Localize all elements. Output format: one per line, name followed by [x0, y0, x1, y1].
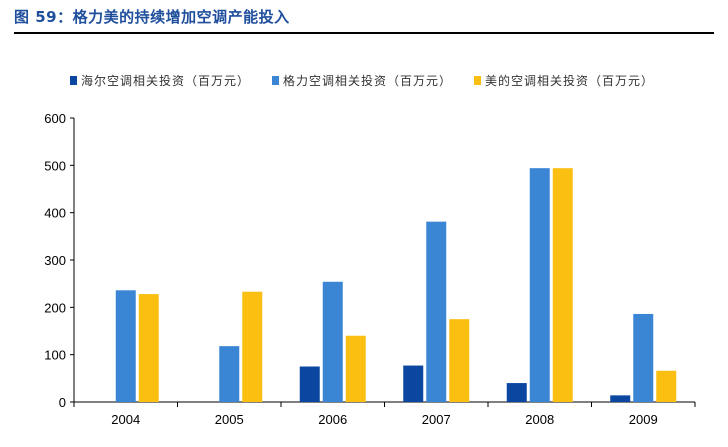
- bar-series-0-2009: [610, 395, 631, 402]
- y-tick-label: 100: [44, 348, 66, 363]
- title-divider: [14, 32, 714, 34]
- bar-series-0-2007: [403, 365, 424, 402]
- legend-swatch-1: [272, 76, 279, 85]
- y-tick-label: 500: [44, 158, 66, 173]
- y-tick-label: 300: [44, 253, 66, 268]
- bar-series-2-2008: [552, 168, 573, 402]
- legend-swatch-0: [70, 76, 77, 85]
- x-axis: 2004 2005 2006 2007 2008 2009: [73, 401, 696, 427]
- x-tick-label: 2007: [422, 412, 451, 427]
- bar-series-0-2006: [299, 366, 320, 402]
- bar-series-2-2005: [242, 291, 263, 402]
- bar-series-1-2008: [529, 168, 550, 402]
- figure-title: 图 59：格力美的持续增加空调产能投入: [14, 8, 290, 26]
- x-tick-label: 2008: [525, 412, 554, 427]
- x-tick-label: 2005: [215, 412, 244, 427]
- bar-series-1-2009: [633, 313, 654, 402]
- legend-swatch-2: [474, 76, 481, 85]
- x-tick-label: 2006: [318, 412, 347, 427]
- bar-series-0-2008: [506, 383, 527, 402]
- bars-group: [115, 168, 677, 402]
- x-tick-label: 2004: [111, 412, 140, 427]
- bar-series-1-2005: [219, 346, 240, 402]
- bar-series-1-2004: [115, 290, 136, 402]
- y-axis: 0 100 200 300 400 500 600: [44, 111, 75, 410]
- y-tick-label: 400: [44, 206, 66, 221]
- bar-series-2-2009: [656, 370, 677, 402]
- y-tick-label: 200: [44, 300, 66, 315]
- legend-label-0: 海尔空调相关投资（百万元）: [81, 73, 250, 88]
- bar-series-2-2006: [345, 335, 366, 402]
- bar-series-1-2007: [426, 221, 447, 402]
- legend-label-2: 美的空调相关投资（百万元）: [485, 73, 654, 88]
- y-tick-label: 0: [59, 395, 66, 410]
- chart-legend: 海尔空调相关投资（百万元） 格力空调相关投资（百万元） 美的空调相关投资（百万元）: [70, 73, 654, 88]
- x-tick-label: 2009: [629, 412, 658, 427]
- legend-label-1: 格力空调相关投资（百万元）: [283, 73, 452, 88]
- bar-series-1-2006: [322, 281, 343, 402]
- bar-series-2-2004: [138, 294, 159, 402]
- y-tick-label: 600: [44, 111, 66, 126]
- bar-series-2-2007: [449, 319, 470, 402]
